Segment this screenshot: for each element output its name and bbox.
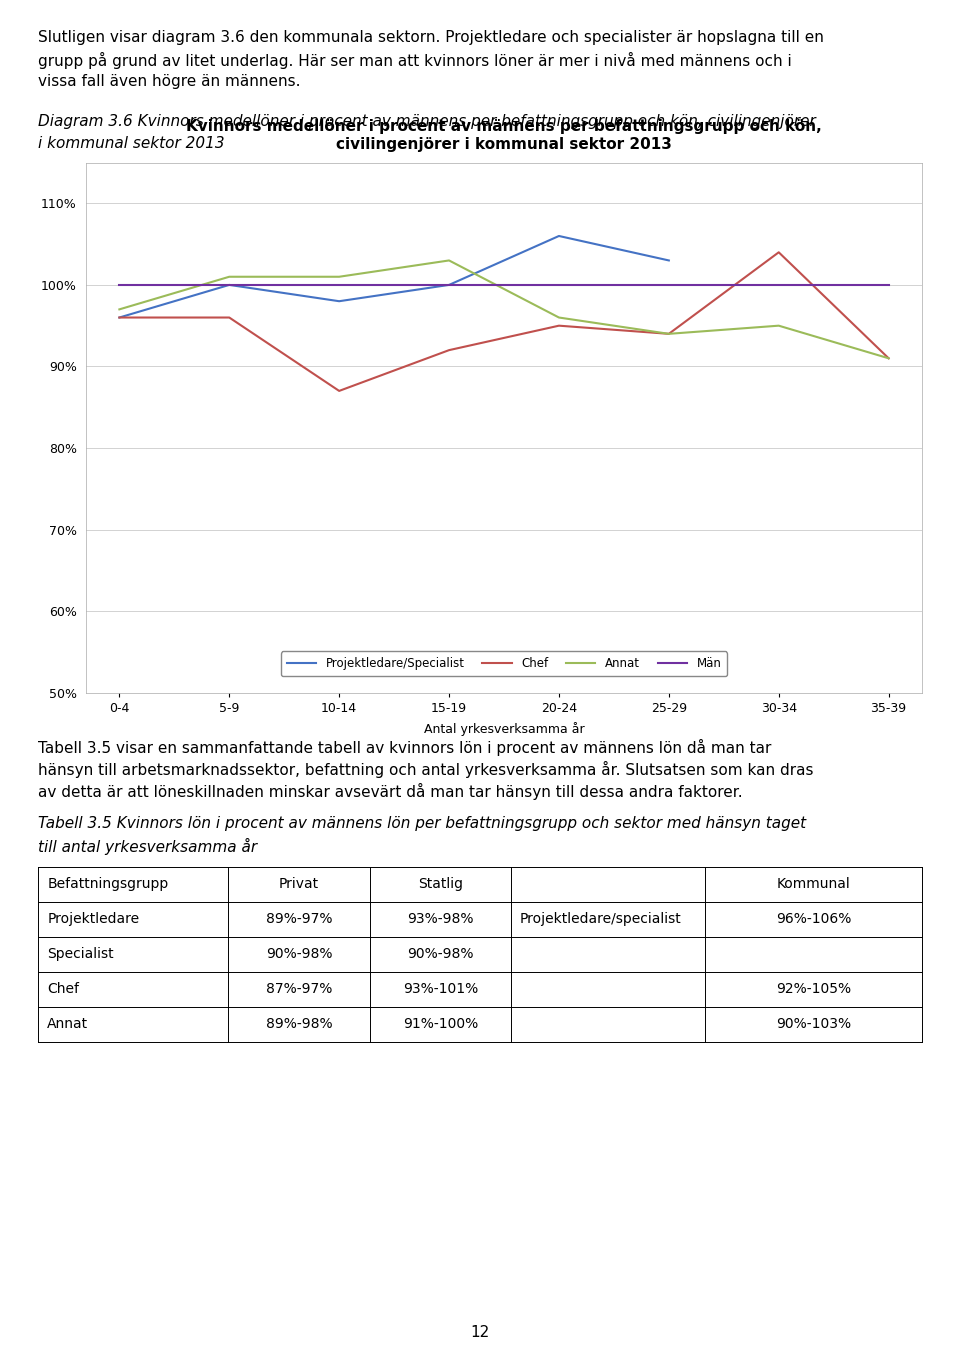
Projektledare/Specialist: [333, 293, 345, 310]
Text: 93%-101%: 93%-101%: [402, 981, 478, 996]
Text: Slutligen visar diagram 3.6 den kommunala sektorn. Projektledare och specialiste: Slutligen visar diagram 3.6 den kommunal…: [38, 30, 824, 45]
Text: Privat: Privat: [279, 878, 319, 891]
Text: 92%-105%: 92%-105%: [776, 981, 851, 996]
Män: [113, 277, 125, 293]
Text: av detta är att löneskillnaden minskar avsevärt då man tar hänsyn till dessa and: av detta är att löneskillnaden minskar a…: [38, 784, 743, 800]
Projektledare/Specialist: [113, 310, 125, 326]
Annat: [444, 253, 455, 269]
Line: Annat: Annat: [119, 261, 889, 358]
Chef: [333, 382, 345, 399]
Title: Kvinnors medellöner i procent av männens per befattningsgrupp och kön,
civilinge: Kvinnors medellöner i procent av männens…: [186, 119, 822, 152]
Män: [883, 277, 895, 293]
Text: 90%-98%: 90%-98%: [266, 947, 332, 961]
Text: Diagram 3.6 Kvinnors medellöner i procent av männens per befattningsgrupp och kö: Diagram 3.6 Kvinnors medellöner i procen…: [38, 113, 816, 128]
Text: vissa fall även högre än männens.: vissa fall även högre än männens.: [38, 74, 300, 89]
Män: [663, 277, 675, 293]
Text: 96%-106%: 96%-106%: [776, 912, 852, 925]
Projektledare/Specialist: [663, 253, 675, 269]
Text: Projektledare/specialist: Projektledare/specialist: [519, 912, 682, 925]
Text: Chef: Chef: [47, 981, 80, 996]
Chef: [663, 326, 675, 343]
Män: [773, 277, 784, 293]
Chef: [224, 310, 235, 326]
Text: Statlig: Statlig: [418, 878, 463, 891]
Annat: [224, 269, 235, 285]
Chef: [553, 318, 564, 334]
Text: 89%-98%: 89%-98%: [266, 1017, 332, 1031]
Annat: [883, 349, 895, 366]
Män: [224, 277, 235, 293]
Text: Projektledare: Projektledare: [47, 912, 139, 925]
Annat: [663, 326, 675, 343]
Text: 91%-100%: 91%-100%: [402, 1017, 478, 1031]
Män: [333, 277, 345, 293]
Text: Tabell 3.5 Kvinnors lön i procent av männens lön per befattningsgrupp och sektor: Tabell 3.5 Kvinnors lön i procent av män…: [38, 816, 806, 831]
Text: Kommunal: Kommunal: [777, 878, 851, 891]
Text: 90%-103%: 90%-103%: [776, 1017, 851, 1031]
Text: Specialist: Specialist: [47, 947, 114, 961]
Line: Projektledare/Specialist: Projektledare/Specialist: [119, 236, 669, 318]
Text: Annat: Annat: [47, 1017, 88, 1031]
Text: 90%-98%: 90%-98%: [407, 947, 473, 961]
Män: [553, 277, 564, 293]
Text: 87%-97%: 87%-97%: [266, 981, 332, 996]
Chef: [444, 343, 455, 359]
Annat: [553, 310, 564, 326]
Annat: [333, 269, 345, 285]
Text: Befattningsgrupp: Befattningsgrupp: [47, 878, 169, 891]
Text: grupp på grund av litet underlag. Här ser man att kvinnors löner är mer i nivå m: grupp på grund av litet underlag. Här se…: [38, 52, 792, 70]
Chef: [883, 349, 895, 366]
Annat: [773, 318, 784, 334]
Text: i kommunal sektor 2013: i kommunal sektor 2013: [38, 135, 225, 150]
Text: 93%-98%: 93%-98%: [407, 912, 473, 925]
Projektledare/Specialist: [553, 228, 564, 244]
Text: till antal yrkesverksamma år: till antal yrkesverksamma år: [38, 838, 257, 854]
Text: hänsyn till arbetsmarknadssektor, befattning och antal yrkesverksamma år. Slutsa: hänsyn till arbetsmarknadssektor, befatt…: [38, 762, 813, 778]
Text: 12: 12: [470, 1325, 490, 1340]
Line: Chef: Chef: [119, 253, 889, 390]
Legend: Projektledare/Specialist, Chef, Annat, Män: Projektledare/Specialist, Chef, Annat, M…: [280, 651, 728, 676]
Text: Tabell 3.5 visar en sammanfattande tabell av kvinnors lön i procent av männens l: Tabell 3.5 visar en sammanfattande tabel…: [38, 738, 772, 756]
Annat: [113, 302, 125, 318]
X-axis label: Antal yrkesverksamma år: Antal yrkesverksamma år: [423, 722, 585, 736]
Chef: [773, 244, 784, 261]
Projektledare/Specialist: [444, 277, 455, 293]
Män: [444, 277, 455, 293]
Projektledare/Specialist: [224, 277, 235, 293]
Text: 89%-97%: 89%-97%: [266, 912, 332, 925]
Chef: [113, 310, 125, 326]
